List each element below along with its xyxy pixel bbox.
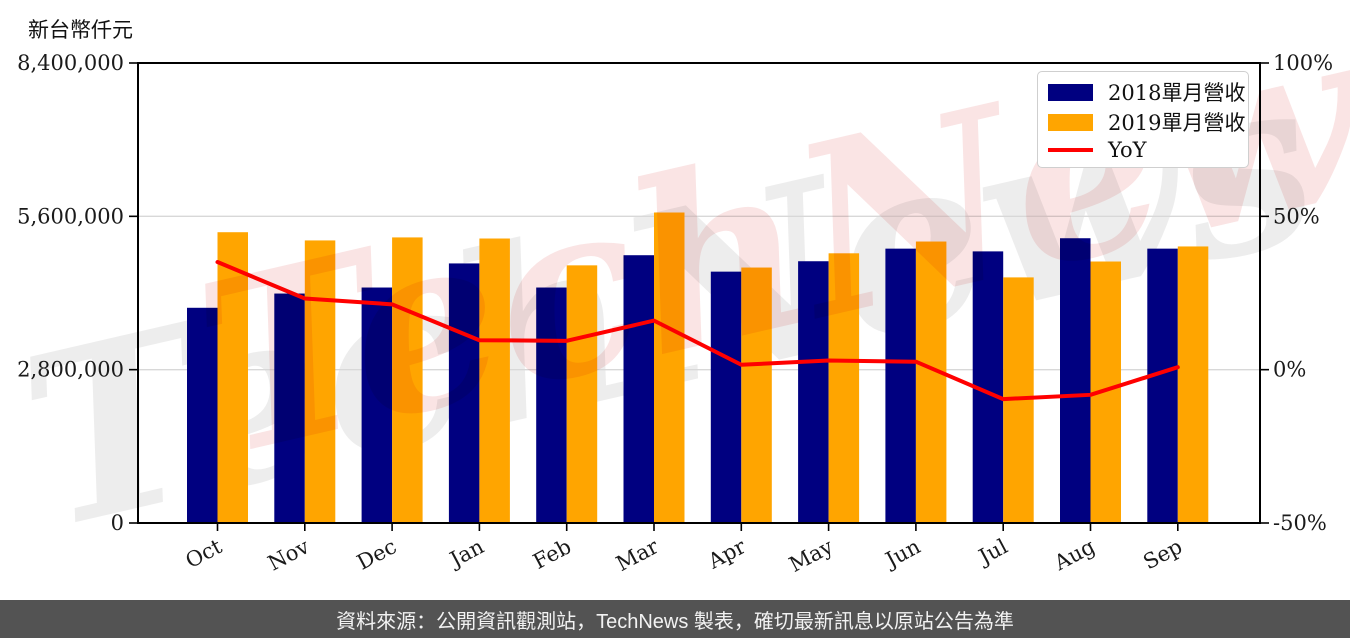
bar-2018-Apr bbox=[710, 271, 742, 523]
x-tick-label-Jan: Jan bbox=[444, 534, 487, 572]
bar-2019-Oct bbox=[217, 232, 248, 523]
bar-2018-Feb bbox=[536, 287, 567, 523]
legend-swatch-2018 bbox=[1048, 83, 1093, 101]
bar-2019-Dec bbox=[392, 237, 423, 523]
bar-2018-Oct bbox=[187, 307, 218, 523]
y-right-tick-label: 0% bbox=[1273, 358, 1306, 382]
y-left-tick-label: 0 bbox=[111, 511, 124, 535]
legend-item-2018: 2018單月營收 bbox=[1048, 77, 1245, 107]
x-tick-label-May: May bbox=[785, 534, 837, 577]
y-left-tick-label: 5,600,000 bbox=[17, 204, 124, 228]
footer-text: 資料來源：公開資訊觀測站，TechNews 製表，確切最新訊息以原站公告為準 bbox=[336, 610, 1014, 633]
plot-box bbox=[137, 62, 1261, 524]
y-right-tick-label: -50% bbox=[1273, 511, 1327, 535]
x-tick-label-Jun: Jun bbox=[880, 534, 924, 573]
legend-label-2018: 2018單月營收 bbox=[1108, 81, 1246, 106]
y-left-tick-label: 2,800,000 bbox=[17, 358, 124, 382]
legend-label-2019: 2019單月營收 bbox=[1108, 111, 1246, 136]
x-tick-label-Aug: Aug bbox=[1049, 534, 1098, 575]
x-tick-label-Apr: Apr bbox=[703, 534, 750, 574]
bar-2018-Nov bbox=[274, 293, 305, 523]
y-right-tick-label: 100% bbox=[1273, 51, 1333, 75]
bar-2019-Sep bbox=[1177, 246, 1209, 523]
x-tick-label-Dec: Dec bbox=[353, 534, 400, 574]
legend-label-yoy: YoY bbox=[1108, 137, 1147, 162]
bar-2019-May bbox=[828, 253, 860, 524]
bar-2019-Apr bbox=[741, 267, 772, 523]
bar-2019-Jan bbox=[479, 238, 510, 523]
footer-bar: 資料來源：公開資訊觀測站，TechNews 製表，確切最新訊息以原站公告為準 bbox=[0, 600, 1350, 638]
bar-2019-Jun bbox=[915, 241, 947, 523]
bar-2019-Mar bbox=[654, 212, 685, 523]
bar-2019-Nov bbox=[304, 240, 336, 523]
bar-2018-Dec bbox=[361, 287, 393, 523]
x-tick-label-Sep: Sep bbox=[1139, 534, 1186, 574]
bar-2018-Aug bbox=[1060, 238, 1091, 523]
bar-2018-Mar bbox=[623, 255, 654, 523]
bar-2019-Feb bbox=[566, 265, 598, 523]
x-tick-label-Mar: Mar bbox=[612, 534, 663, 576]
y-right-tick-label: 50% bbox=[1273, 204, 1320, 228]
bar-2018-May bbox=[798, 261, 829, 523]
x-tick-label-Jul: Jul bbox=[973, 534, 1012, 570]
bar-2018-Jun bbox=[885, 248, 916, 523]
legend-item-yoy: YoY bbox=[1048, 138, 1238, 162]
y-left-tick-label: 8,400,000 bbox=[17, 51, 124, 75]
y-axis-title: 新台幣仟元 bbox=[28, 18, 133, 42]
x-tick-label-Nov: Nov bbox=[264, 534, 313, 575]
legend-item-2019: 2019單月營收 bbox=[1048, 107, 1245, 137]
bar-2018-Sep bbox=[1147, 248, 1178, 523]
legend-line-swatch-yoy bbox=[1048, 147, 1093, 152]
x-tick-label-Feb: Feb bbox=[529, 534, 575, 574]
legend-swatch-2019 bbox=[1048, 113, 1093, 131]
legend: 2018單月營收 2019單月營收 YoY bbox=[1037, 71, 1249, 168]
yoy-line bbox=[215, 260, 1180, 402]
bar-2018-Jan bbox=[448, 263, 480, 523]
